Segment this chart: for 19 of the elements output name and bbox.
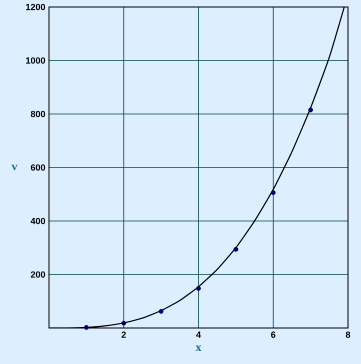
- y-tick-label: 1200: [26, 4, 46, 10]
- y-tick-label: 400: [30, 218, 46, 224]
- point: [233, 246, 238, 252]
- point: [158, 309, 164, 314]
- x-tick-label: 4: [196, 332, 201, 338]
- y-tick-label: 200: [30, 271, 46, 278]
- point: [308, 108, 314, 112]
- x-tick-label: 6: [271, 332, 276, 338]
- y-tick-label: 600: [30, 164, 46, 171]
- point: [121, 320, 126, 326]
- x-tick-label: 2: [122, 332, 126, 338]
- point: [270, 190, 276, 196]
- x-axis-title: x: [196, 346, 202, 352]
- y-tick-label: 1000: [26, 57, 46, 64]
- point: [84, 325, 89, 330]
- x-tick-label: 8: [346, 332, 350, 338]
- y-axis-title: v: [12, 164, 18, 170]
- point: [196, 286, 201, 291]
- y-tick-label: 800: [30, 110, 46, 118]
